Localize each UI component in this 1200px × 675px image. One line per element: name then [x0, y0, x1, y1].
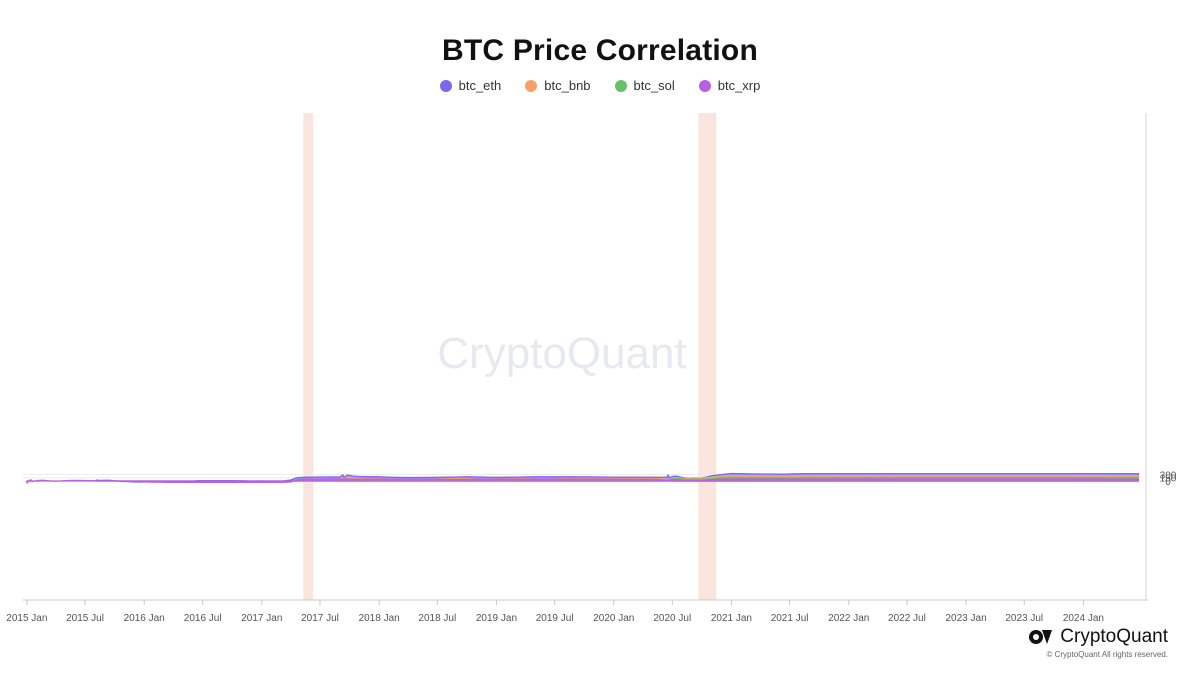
legend-label-btc-sol: btc_sol [633, 78, 675, 93]
x-tick-label: 2024 Jan [1063, 613, 1104, 624]
x-tick-label: 2015 Jan [6, 613, 47, 624]
brand-name: CryptoQuant [1060, 626, 1168, 647]
x-tick-label: 2023 Jan [945, 613, 986, 624]
series-areas [26, 472, 1140, 484]
legend-swatch-btc-bnb [525, 79, 538, 92]
x-tick-label: 2018 Jan [359, 613, 400, 624]
y-tick-label: 150 [1160, 474, 1177, 485]
legend-label-btc-xrp: btc_xrp [717, 78, 761, 93]
x-tick-label: 2022 Jan [828, 613, 869, 624]
x-tick-label: 2021 Jul [771, 613, 809, 624]
legend: btc_eth btc_bnb btc_sol btc_xrp [0, 78, 1200, 93]
highlight-band-1 [303, 113, 314, 600]
x-tick-label: 2020 Jul [653, 613, 691, 624]
chart-title: BTC Price Correlation [442, 34, 758, 67]
x-tick-label: 2017 Jan [241, 613, 282, 624]
legend-label-btc-bnb: btc_bnb [544, 78, 591, 93]
y-tick-label: 0 [1165, 477, 1171, 488]
x-tick-label: 2019 Jul [536, 613, 574, 624]
x-tick-label: 2016 Jul [184, 613, 222, 624]
x-tick-label: 2015 Jul [66, 613, 104, 624]
legend-item-btc-bnb[interactable]: btc_bnb [525, 78, 591, 93]
x-tick-label: 2016 Jan [124, 613, 165, 624]
area-btc-xrp [26, 478, 1140, 484]
legend-item-btc-sol[interactable]: btc_sol [614, 78, 675, 93]
x-tick-label: 2020 Jan [593, 613, 634, 624]
watermark: CryptoQuant [437, 329, 686, 378]
legend-item-btc-eth[interactable]: btc_eth [439, 78, 502, 93]
brand-logo: CryptoQuant [1028, 626, 1168, 648]
x-tick-label: 2022 Jul [888, 613, 926, 624]
x-tick-label: 2023 Jul [1005, 613, 1043, 624]
legend-label-btc-eth: btc_eth [458, 78, 502, 93]
legend-swatch-btc-xrp [698, 79, 711, 92]
legend-item-btc-xrp[interactable]: btc_xrp [698, 78, 761, 93]
highlight-band-2 [698, 113, 717, 600]
legend-swatch-btc-eth [439, 79, 452, 92]
x-tick-label: 2019 Jan [476, 613, 517, 624]
x-tick-label: 2017 Jul [301, 613, 339, 624]
cryptoquant-logo-icon [1029, 630, 1053, 644]
x-tick-label: 2021 Jan [711, 613, 752, 624]
legend-swatch-btc-sol [614, 79, 627, 92]
y-tick-label: 300 [1160, 470, 1177, 481]
copyright-text: © CryptoQuant All rights reserved. [1046, 650, 1169, 659]
x-tick-label: 2018 Jul [418, 613, 456, 624]
